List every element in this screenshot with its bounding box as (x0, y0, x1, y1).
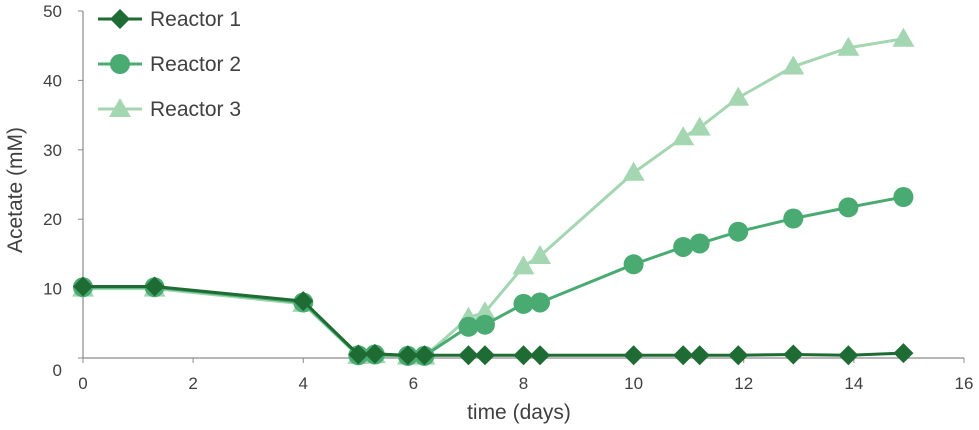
data-point (673, 236, 694, 257)
legend-entry: Reactor 2 (98, 53, 241, 76)
data-point (458, 316, 479, 337)
x-tick-label: 8 (519, 374, 528, 393)
data-point (838, 345, 859, 366)
legend-marker (110, 54, 130, 74)
data-point (727, 86, 750, 106)
data-point (623, 345, 644, 366)
legend-label: Reactor 3 (150, 98, 241, 121)
data-point (414, 345, 435, 366)
series-1 (73, 276, 914, 366)
y-axis-label: Acetate (mM) (4, 127, 27, 253)
x-tick-label: 4 (299, 374, 308, 393)
data-point (672, 126, 695, 146)
series-3 (72, 27, 915, 365)
legend-entry: Reactor 1 (98, 8, 241, 31)
data-point (364, 343, 385, 364)
data-point (689, 345, 710, 366)
legend-entry: Reactor 3 (98, 98, 241, 121)
data-point (473, 301, 496, 321)
legend-label: Reactor 2 (150, 53, 241, 76)
data-point (622, 161, 645, 181)
data-point (513, 345, 534, 366)
x-tick-label: 16 (955, 374, 974, 393)
y-tick-label: 0 (53, 361, 62, 380)
legend: Reactor 1 Reactor 2 Reactor 3 (98, 8, 241, 121)
data-point (837, 36, 860, 56)
tick-labels: 0 2 4 6 8 10 12 14 16 0 10 20 30 40 50 (43, 2, 973, 393)
data-point (688, 116, 711, 136)
data-point (782, 55, 805, 75)
data-point (530, 345, 551, 366)
data-point (474, 345, 495, 366)
data-point (348, 344, 369, 365)
y-tick-label: 50 (43, 2, 62, 21)
series-line (83, 37, 904, 359)
data-point (73, 276, 93, 297)
x-tick-label: 6 (409, 374, 418, 393)
legend-label: Reactor 1 (150, 8, 241, 31)
data-point (623, 254, 644, 275)
data-point (783, 344, 804, 365)
series-layer (72, 27, 915, 366)
x-tick-label: 10 (624, 374, 643, 393)
data-point (728, 221, 749, 242)
data-point (783, 208, 804, 229)
data-point (838, 197, 859, 218)
data-point (512, 255, 535, 275)
data-point (144, 276, 165, 297)
x-axis-label: time (days) (467, 401, 571, 424)
data-point (293, 291, 314, 312)
series-2 (73, 186, 914, 366)
y-tick-label: 20 (43, 210, 62, 229)
data-point (458, 345, 479, 366)
data-point (529, 244, 552, 264)
data-point (892, 27, 915, 47)
series-line (83, 195, 904, 358)
y-tick-label: 40 (43, 71, 62, 90)
data-point (513, 293, 534, 314)
legend-marker (109, 98, 131, 117)
data-point (397, 345, 418, 366)
legend-marker (110, 9, 130, 29)
data-point (728, 345, 749, 366)
data-point (530, 292, 551, 313)
data-point (893, 343, 914, 364)
x-tick-label: 2 (188, 374, 197, 393)
y-tick-label: 10 (43, 280, 62, 299)
x-tick-label: 0 (78, 374, 87, 393)
data-point (474, 314, 495, 335)
x-tick-label: 12 (734, 374, 753, 393)
data-point (673, 345, 694, 366)
data-point (893, 186, 914, 207)
x-tick-label: 14 (844, 374, 863, 393)
y-tick-label: 30 (43, 141, 62, 160)
data-point (689, 233, 710, 254)
